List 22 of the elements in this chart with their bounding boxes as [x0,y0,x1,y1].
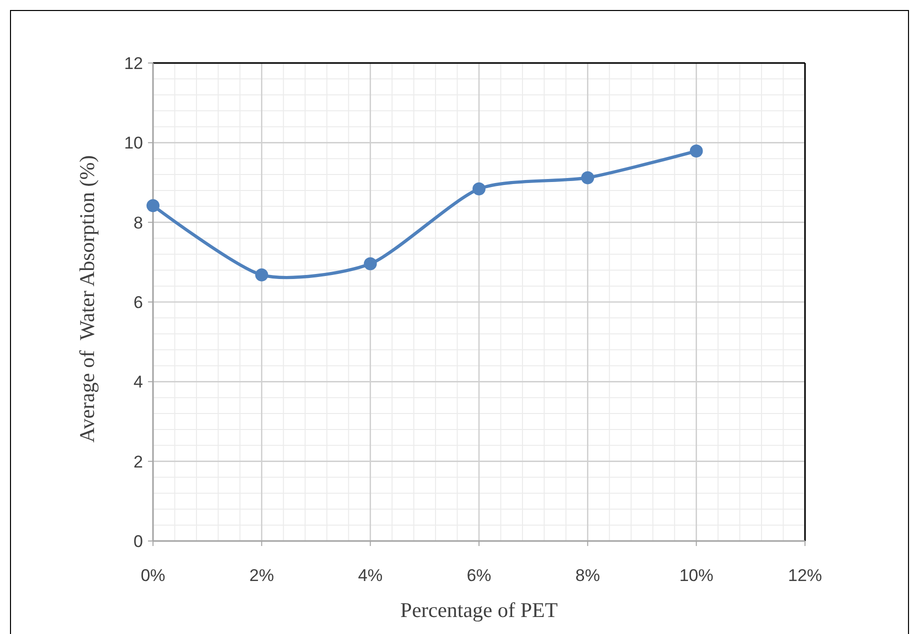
x-axis-title: Percentage of PET [400,598,558,622]
x-tick-label: 10% [679,566,714,585]
y-tick-label: 0 [134,532,143,551]
y-tick-label: 4 [134,372,143,392]
x-tick-label: 4% [358,566,383,585]
y-tick-label: 6 [134,292,143,312]
y-tick-label: 8 [134,213,143,232]
x-tick-label: 0% [140,566,166,585]
x-tick-label: 8% [575,566,600,585]
y-tick-label: 10 [124,134,143,153]
y-axis-title: Average of Water Absorption (%) [75,155,99,443]
y-tick-label: 12 [124,54,143,73]
point [364,257,377,270]
x-tick-label: 12% [788,566,822,585]
x-tick-label: 6% [466,566,492,585]
y-tick-label: 2 [134,452,143,472]
x-tick-label: 2% [249,566,274,585]
point [472,182,486,196]
point [690,144,703,158]
point [255,268,268,282]
point [581,171,594,184]
point [146,199,160,212]
